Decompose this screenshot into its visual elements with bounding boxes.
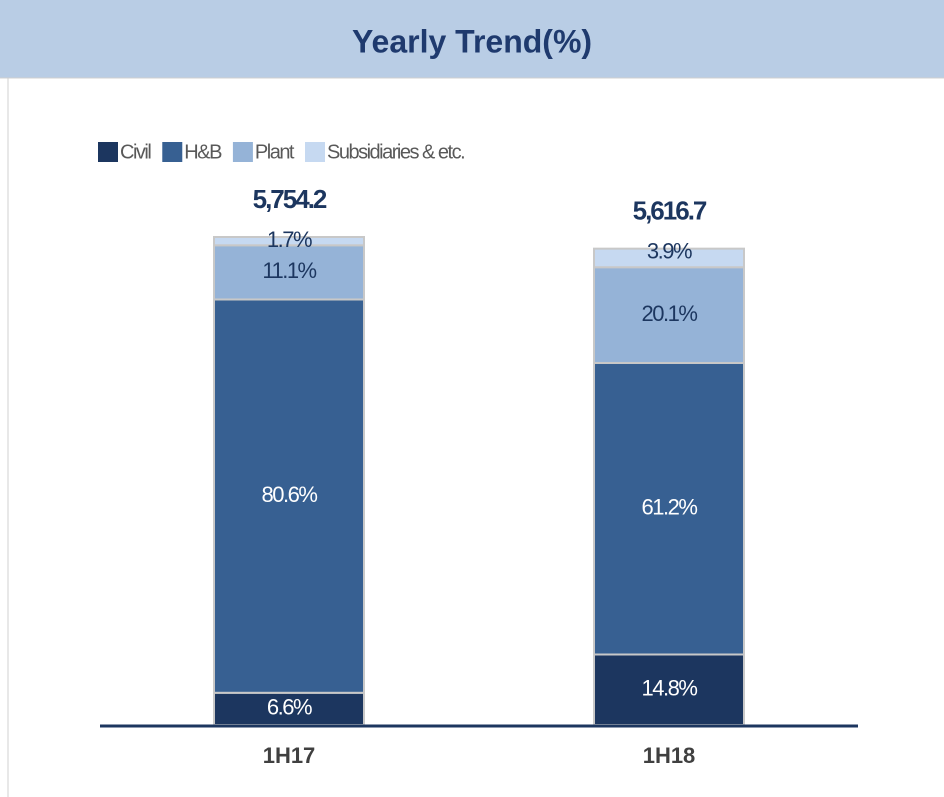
segment-label: 11.1% [262, 258, 316, 283]
bar-segment [213, 236, 365, 247]
x-tick-label: 1H18 [643, 743, 696, 768]
legend-swatch [162, 142, 183, 162]
segment-label: 1.7% [267, 227, 312, 252]
legend-label: Subsidiaries & etc. [327, 141, 464, 163]
total-label: 5,616.7 [633, 196, 707, 226]
segment-label: 20.1% [642, 301, 698, 326]
segment-label: 61.2% [642, 495, 698, 520]
legend-label: H&B [184, 141, 222, 163]
bar-segment [593, 361, 745, 656]
header-band [0, 0, 944, 78]
segment-label: 3.9% [647, 238, 692, 263]
legend-label: Plant [255, 141, 295, 163]
bar-segment [213, 691, 365, 726]
x-tick-label: 1H17 [263, 743, 316, 768]
legend-swatch [98, 142, 118, 162]
total-label: 5,754.2 [253, 184, 327, 214]
legend-swatch [232, 142, 253, 162]
chart-title: Yearly Trend(%) [352, 23, 592, 59]
bar-segment [213, 298, 365, 694]
legend-label: Civil [120, 141, 151, 163]
bar-segment [593, 653, 745, 726]
segment-label: 6.6% [267, 695, 312, 720]
segment-label: 80.6% [262, 482, 318, 507]
segment-label: 14.8% [642, 676, 698, 701]
bar-segment [593, 247, 745, 269]
legend-swatch [305, 142, 325, 162]
bar-segment [593, 266, 745, 364]
